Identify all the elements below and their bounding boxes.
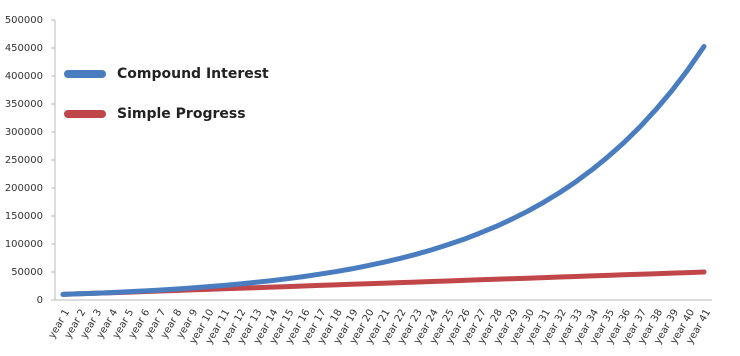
y-tick-label: 350000 xyxy=(5,99,43,110)
legend-label: Simple Progress xyxy=(117,106,246,122)
y-tick-label: 500000 xyxy=(5,15,43,26)
y-tick-label: 100000 xyxy=(5,239,43,250)
legend-label: Compound Interest xyxy=(117,66,269,82)
y-tick-label: 450000 xyxy=(5,43,43,54)
y-tick-label: 250000 xyxy=(5,155,43,166)
y-tick-label: 50000 xyxy=(11,267,43,278)
y-tick-label: 150000 xyxy=(5,211,43,222)
y-tick-label: 200000 xyxy=(5,183,43,194)
y-tick-label: 300000 xyxy=(5,127,43,138)
y-tick-label: 400000 xyxy=(5,71,43,82)
series-line xyxy=(60,44,707,297)
y-tick-label: 0 xyxy=(37,295,43,306)
